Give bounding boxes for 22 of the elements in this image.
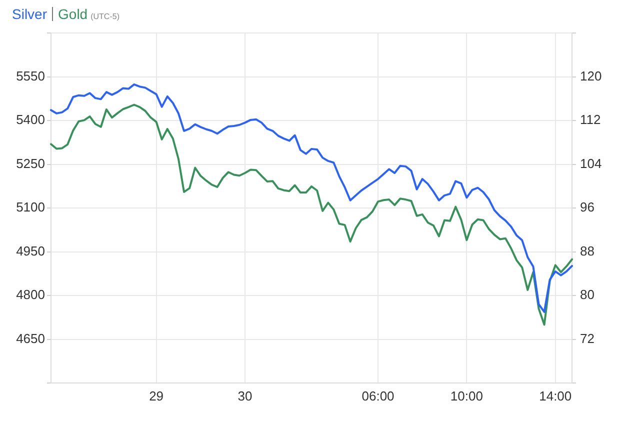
text: Silver <box>12 6 48 22</box>
y-tick-label: 5100 <box>16 200 45 215</box>
y2-tick-label: 80 <box>580 287 594 302</box>
y-tick-label: 4800 <box>16 287 45 302</box>
x-tick-label: 06:00 <box>362 388 394 404</box>
y2-tick-label: 72 <box>580 330 594 346</box>
y2-tick-label: 96 <box>580 200 594 215</box>
x-tick-label: 10:00 <box>450 388 483 404</box>
y-tick-label: 5400 <box>16 112 45 128</box>
y-tick-label: 4950 <box>16 243 45 258</box>
y2-tick-label: 88 <box>580 243 594 258</box>
x-tick-label: 30 <box>238 388 252 404</box>
y-tick-label: 5550 <box>16 68 45 84</box>
x-tick-label: 14:00 <box>539 388 572 404</box>
text: Gold <box>58 6 88 22</box>
y-tick-label: 5250 <box>16 156 45 171</box>
y2-tick-label: 112 <box>580 112 601 128</box>
text: (UTC-5) <box>90 12 120 21</box>
y2-tick-label: 120 <box>580 68 602 84</box>
y-tick-label: 4650 <box>16 330 45 346</box>
x-tick-label: 29 <box>149 388 164 404</box>
y2-tick-label: 104 <box>580 156 602 171</box>
